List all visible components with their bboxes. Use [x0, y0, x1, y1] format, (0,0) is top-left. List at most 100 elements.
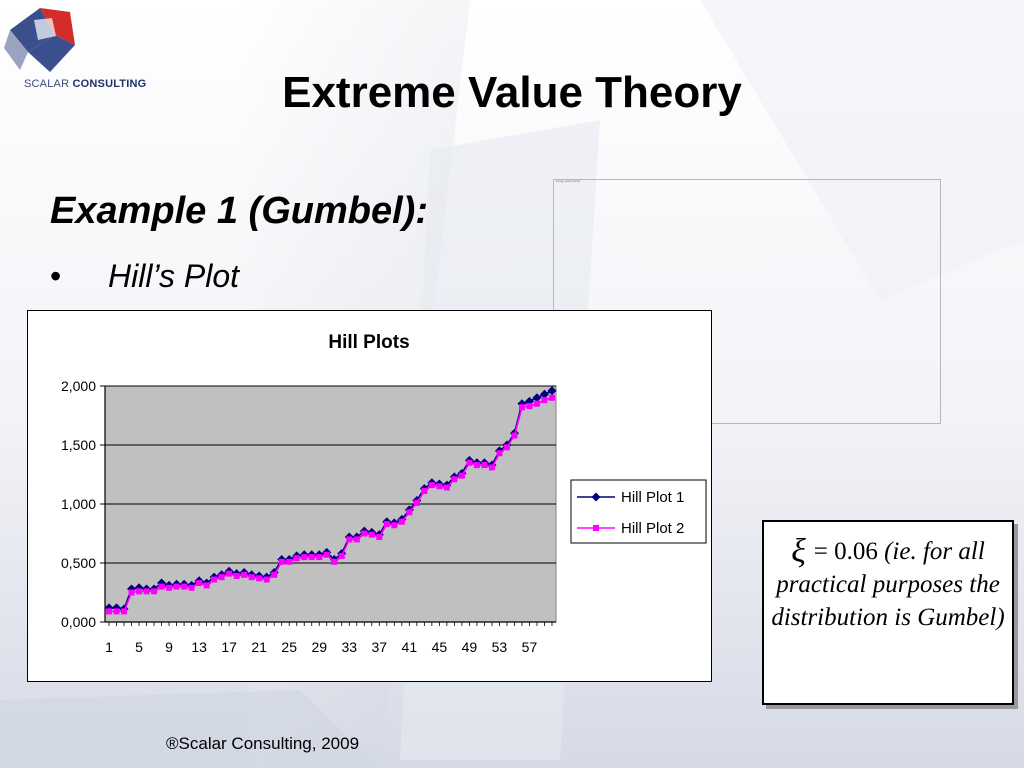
data-point-series-2 [233, 572, 240, 579]
data-point-series-2 [481, 462, 488, 469]
bullet-text: Hill’s Plot [108, 258, 239, 294]
data-point-series-2 [211, 576, 218, 583]
x-tick-label: 37 [372, 639, 388, 655]
data-point-series-1 [539, 389, 549, 399]
data-point-series-2 [533, 400, 540, 407]
data-point-series-2 [488, 464, 495, 471]
x-tick-label: 9 [165, 639, 173, 655]
x-tick-label: 21 [251, 639, 267, 655]
data-point-series-2 [241, 571, 248, 578]
x-tick-label: 5 [135, 639, 143, 655]
x-tick-label: 29 [311, 639, 327, 655]
image-placeholder: image placeholder [553, 179, 941, 424]
data-point-series-1 [134, 583, 144, 593]
data-point-series-2 [421, 488, 428, 495]
x-tick-label: 17 [221, 639, 237, 655]
legend-marker-1 [591, 492, 601, 502]
data-point-series-2 [549, 394, 555, 401]
data-point-series-2 [428, 482, 435, 489]
logo-wordmark: SCALAR CONSULTING [24, 78, 147, 90]
data-point-series-2 [196, 580, 203, 587]
xi-symbol: ξ [791, 533, 806, 570]
data-point-series-2 [473, 462, 480, 469]
hill-plots-chart: Hill Plots 0,000 0,500 1,000 1,500 2,000 1 5 9 13… [27, 310, 712, 682]
data-point-series-2 [338, 552, 345, 559]
legend-label-2: Hill Plot 2 [621, 520, 684, 537]
chart-title: Hill Plots [328, 332, 409, 353]
data-point-series-2 [308, 554, 315, 561]
x-tick-label: 53 [492, 639, 508, 655]
data-point-series-2 [323, 551, 330, 558]
x-tick-label: 33 [341, 639, 357, 655]
data-point-series-2 [346, 536, 353, 543]
data-point-series-2 [496, 450, 503, 457]
x-tick-label: 41 [402, 639, 418, 655]
company-logo: SCALAR CONSULTING [0, 0, 160, 100]
data-point-series-2 [128, 589, 135, 596]
chart-legend [570, 479, 707, 544]
y-tick-label: 0,500 [61, 555, 96, 571]
data-point-series-2 [286, 558, 293, 565]
x-tick-label: 13 [191, 639, 207, 655]
result-note: ξ = 0.06 (ie. for all practical purposes … [762, 520, 1014, 705]
data-point-series-2 [406, 509, 413, 516]
data-point-series-2 [143, 588, 150, 595]
data-point-series-2 [166, 584, 173, 591]
xi-equation: = 0.06 [813, 538, 878, 565]
data-point-series-2 [113, 608, 120, 615]
bullet-symbol: • [50, 258, 62, 294]
data-point-series-2 [353, 536, 360, 543]
y-tick-label: 0,000 [61, 614, 96, 630]
data-point-series-2 [443, 484, 450, 491]
x-tick-label: 57 [522, 639, 538, 655]
note-explanation: (ie. for all practical purposes the dist… [771, 538, 1005, 631]
data-point-series-2 [263, 576, 270, 583]
data-point-series-2 [248, 574, 255, 581]
data-point-series-2 [121, 608, 128, 615]
y-tick-label: 1,500 [61, 437, 96, 453]
data-point-series-1 [532, 393, 542, 403]
legend-label-1: Hill Plot 1 [621, 489, 684, 506]
data-point-series-2 [503, 444, 510, 451]
data-point-series-2 [466, 459, 473, 466]
data-point-series-2 [361, 530, 368, 537]
data-point-series-2 [218, 574, 225, 581]
logo-mark-icon [4, 8, 75, 72]
data-point-series-2 [181, 583, 188, 590]
data-point-series-2 [106, 608, 112, 615]
data-point-series-2 [383, 521, 390, 528]
data-point-series-2 [398, 518, 405, 525]
data-point-series-2 [368, 531, 375, 538]
y-tick-label: 1,000 [61, 496, 96, 512]
data-point-series-2 [331, 558, 338, 565]
x-tick-label: 25 [281, 639, 297, 655]
legend-marker-2 [593, 525, 599, 531]
data-point-series-2 [203, 582, 210, 589]
data-point-series-2 [458, 472, 465, 479]
x-tick-label: 49 [462, 639, 478, 655]
data-point-series-2 [278, 558, 285, 565]
data-point-series-2 [511, 432, 518, 439]
data-point-series-2 [226, 570, 233, 577]
data-point-series-2 [173, 583, 180, 590]
data-point-series-2 [151, 588, 158, 595]
data-point-series-1 [547, 386, 557, 396]
data-point-series-2 [316, 554, 323, 561]
chart-canvas: Hill Plots 0,000 0,500 1,000 1,500 2,000 1 5 9 13… [61, 332, 707, 655]
footer-copyright: ®Scalar Consulting, 2009 [166, 734, 360, 753]
data-point-series-2 [271, 571, 278, 578]
data-point-series-2 [158, 583, 165, 590]
data-point-series-2 [256, 575, 263, 582]
data-point-series-2 [136, 588, 143, 595]
data-point-series-2 [518, 404, 525, 411]
x-tick-label: 1 [105, 639, 113, 655]
data-point-series-2 [413, 499, 420, 506]
data-point-series-2 [391, 522, 398, 529]
data-point-series-2 [436, 483, 443, 490]
data-point-series-2 [188, 584, 195, 591]
data-point-series-2 [301, 554, 308, 561]
x-tick-label: 45 [432, 639, 448, 655]
data-point-series-2 [541, 397, 548, 404]
slide-subtitle: Example 1 (Gumbel): [50, 190, 428, 232]
y-tick-label: 2,000 [61, 378, 96, 394]
